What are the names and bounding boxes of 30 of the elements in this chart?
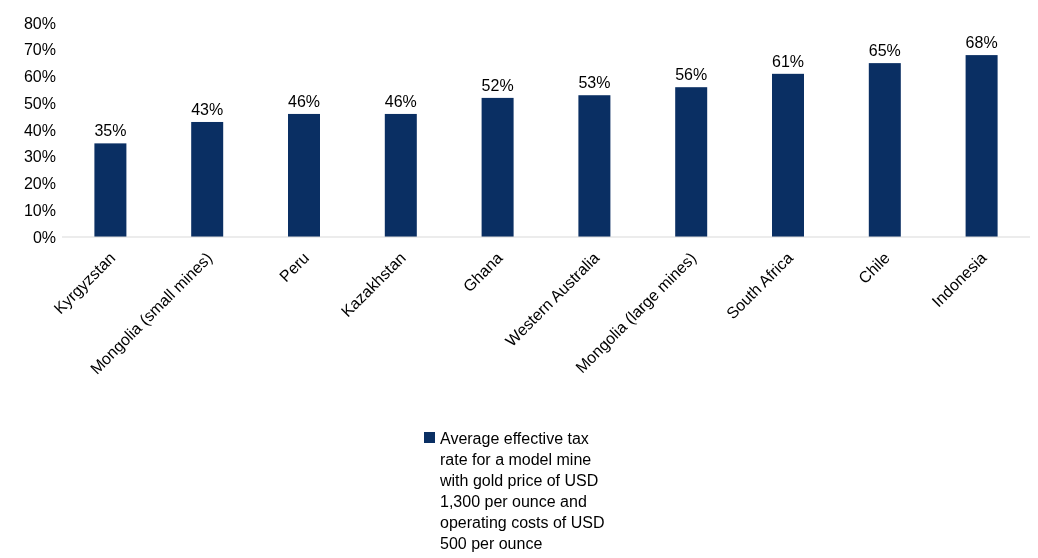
bar (481, 97, 514, 237)
data-label: 68% (965, 34, 998, 52)
data-label: 65% (868, 42, 901, 60)
bar (868, 63, 901, 237)
data-label: 35% (94, 122, 127, 140)
data-label: 56% (675, 66, 708, 84)
bar (384, 113, 417, 237)
y-tick-label: 20% (23, 175, 56, 193)
data-label: 43% (191, 100, 224, 118)
y-tick-label: 60% (23, 68, 56, 86)
bar (772, 73, 804, 237)
y-tick-label: 0% (32, 228, 56, 246)
legend-label: Average effective tax rate for a model mine with gold price of USD 1,300 per ounce and operating costs of USD 500 per ounce (439, 430, 605, 553)
bar (578, 95, 611, 237)
y-tick-label: 30% (23, 148, 56, 166)
bar (191, 121, 224, 237)
bar (94, 143, 127, 237)
y-tick-label: 40% (23, 121, 56, 139)
data-label: 53% (578, 74, 611, 92)
y-tick-label: 70% (23, 41, 56, 59)
data-label: 52% (481, 76, 514, 94)
bar (675, 87, 708, 237)
y-tick-label: 10% (23, 201, 56, 219)
data-label: 46% (384, 92, 417, 110)
y-tick-label: 50% (23, 94, 56, 112)
bar (965, 55, 998, 237)
data-label: 46% (287, 92, 321, 110)
data-label: 61% (771, 52, 805, 70)
bar (288, 113, 320, 237)
y-tick-label: 80% (23, 14, 56, 32)
